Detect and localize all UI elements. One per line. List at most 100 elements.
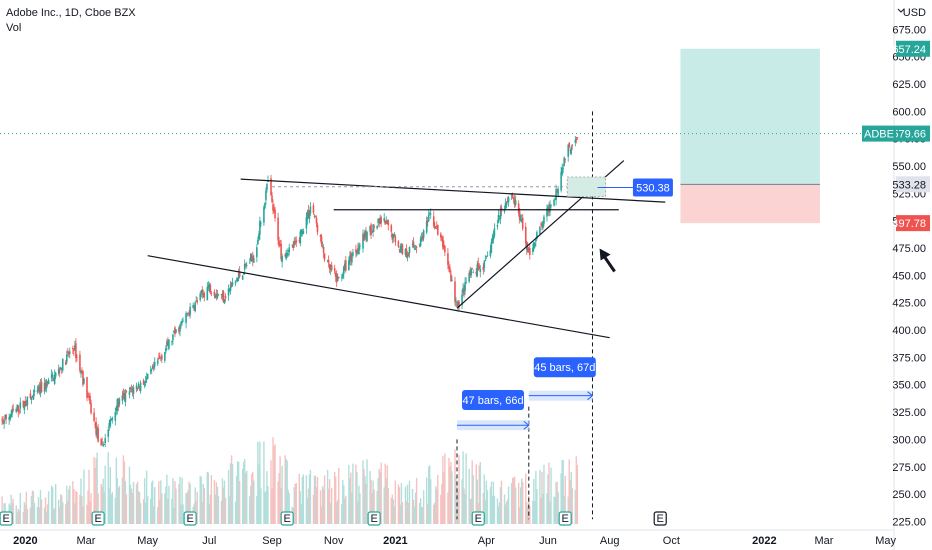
- candle[interactable]: [88, 395, 90, 398]
- candle[interactable]: [97, 428, 99, 442]
- price-tick-label[interactable]: 550.00: [892, 161, 926, 173]
- candle[interactable]: [160, 357, 162, 359]
- candle[interactable]: [230, 282, 233, 286]
- candle[interactable]: [370, 224, 372, 235]
- long-position-tool[interactable]: [680, 48, 820, 224]
- candle[interactable]: [345, 260, 347, 271]
- candle[interactable]: [398, 249, 401, 251]
- time-tick-label[interactable]: Jul: [202, 535, 216, 547]
- candle[interactable]: [79, 354, 81, 371]
- candle[interactable]: [122, 392, 125, 395]
- candle[interactable]: [482, 266, 485, 271]
- candle[interactable]: [399, 245, 402, 252]
- candle[interactable]: [397, 241, 400, 247]
- candle[interactable]: [234, 280, 237, 284]
- candle[interactable]: [561, 167, 563, 175]
- candle[interactable]: [335, 274, 338, 283]
- candle[interactable]: [444, 246, 446, 253]
- candle[interactable]: [37, 387, 40, 391]
- candle[interactable]: [245, 265, 248, 266]
- candle[interactable]: [457, 302, 459, 307]
- loss-zone[interactable]: [680, 184, 820, 224]
- candle[interactable]: [143, 384, 146, 386]
- candle[interactable]: [263, 207, 265, 223]
- candle[interactable]: [512, 197, 515, 200]
- candle[interactable]: [448, 266, 450, 269]
- candle[interactable]: [506, 201, 509, 202]
- candle[interactable]: [543, 216, 545, 224]
- price-tag-label-entry[interactable]: 533.28: [892, 179, 926, 191]
- price-tick-label[interactable]: 450.00: [892, 270, 926, 282]
- candle[interactable]: [384, 220, 387, 225]
- candle[interactable]: [351, 256, 353, 263]
- symbol-tag-label[interactable]: ADBE: [864, 129, 894, 141]
- candle[interactable]: [187, 313, 189, 315]
- time-tick-label[interactable]: Mar: [77, 535, 96, 547]
- breakout-price-label[interactable]: 530.38: [636, 182, 670, 194]
- candle[interactable]: [434, 227, 437, 229]
- candle[interactable]: [145, 377, 148, 380]
- candle[interactable]: [432, 216, 435, 226]
- candle[interactable]: [96, 430, 98, 436]
- candle[interactable]: [4, 414, 6, 420]
- candle[interactable]: [124, 392, 127, 402]
- candle[interactable]: [31, 395, 34, 398]
- candle[interactable]: [498, 215, 501, 217]
- candle[interactable]: [570, 147, 573, 154]
- candle[interactable]: [125, 390, 128, 392]
- candle[interactable]: [420, 237, 423, 240]
- candle[interactable]: [372, 224, 374, 232]
- candle[interactable]: [19, 402, 22, 409]
- candle[interactable]: [165, 348, 167, 352]
- candle[interactable]: [217, 294, 220, 296]
- candle[interactable]: [323, 253, 326, 260]
- candle[interactable]: [199, 293, 202, 300]
- candle[interactable]: [449, 267, 451, 272]
- candle[interactable]: [404, 249, 407, 255]
- candle[interactable]: [285, 253, 287, 259]
- candle[interactable]: [237, 273, 240, 278]
- candle[interactable]: [292, 244, 295, 249]
- candle[interactable]: [252, 256, 254, 262]
- candle[interactable]: [352, 252, 354, 256]
- candle[interactable]: [201, 289, 204, 294]
- time-tick-label[interactable]: Nov: [324, 535, 344, 547]
- candle[interactable]: [539, 226, 541, 235]
- price-tick-label[interactable]: 350.00: [892, 380, 926, 392]
- candle[interactable]: [497, 214, 500, 223]
- candle[interactable]: [25, 403, 28, 407]
- candle[interactable]: [202, 293, 205, 295]
- candle[interactable]: [73, 349, 75, 352]
- earnings-icon[interactable]: E: [280, 511, 294, 526]
- price-tag-entry[interactable]: [896, 176, 930, 193]
- candle[interactable]: [280, 243, 282, 259]
- candle[interactable]: [456, 304, 458, 306]
- candle[interactable]: [284, 255, 286, 257]
- candle[interactable]: [355, 249, 357, 253]
- breakout-price-label-bg[interactable]: [632, 178, 673, 197]
- candle[interactable]: [277, 217, 279, 241]
- candle[interactable]: [3, 420, 5, 424]
- candle[interactable]: [411, 244, 414, 245]
- candle[interactable]: [507, 197, 510, 203]
- candle[interactable]: [465, 281, 467, 283]
- candle[interactable]: [358, 245, 360, 255]
- symbol-title[interactable]: Adobe Inc., 1D, Cboe BZX: [6, 7, 136, 19]
- candle[interactable]: [359, 245, 361, 247]
- candle[interactable]: [279, 244, 281, 246]
- candle[interactable]: [418, 244, 421, 246]
- candle[interactable]: [535, 240, 537, 242]
- candle[interactable]: [242, 272, 245, 275]
- candle[interactable]: [121, 395, 124, 401]
- candle[interactable]: [327, 259, 330, 263]
- candle[interactable]: [386, 220, 389, 224]
- candle[interactable]: [376, 226, 378, 229]
- candle[interactable]: [180, 322, 182, 324]
- candle[interactable]: [287, 254, 289, 256]
- price-tick-label[interactable]: 225.00: [892, 516, 926, 528]
- candle[interactable]: [144, 380, 147, 383]
- candle[interactable]: [320, 236, 323, 245]
- candle[interactable]: [519, 218, 522, 222]
- candle[interactable]: [326, 260, 329, 262]
